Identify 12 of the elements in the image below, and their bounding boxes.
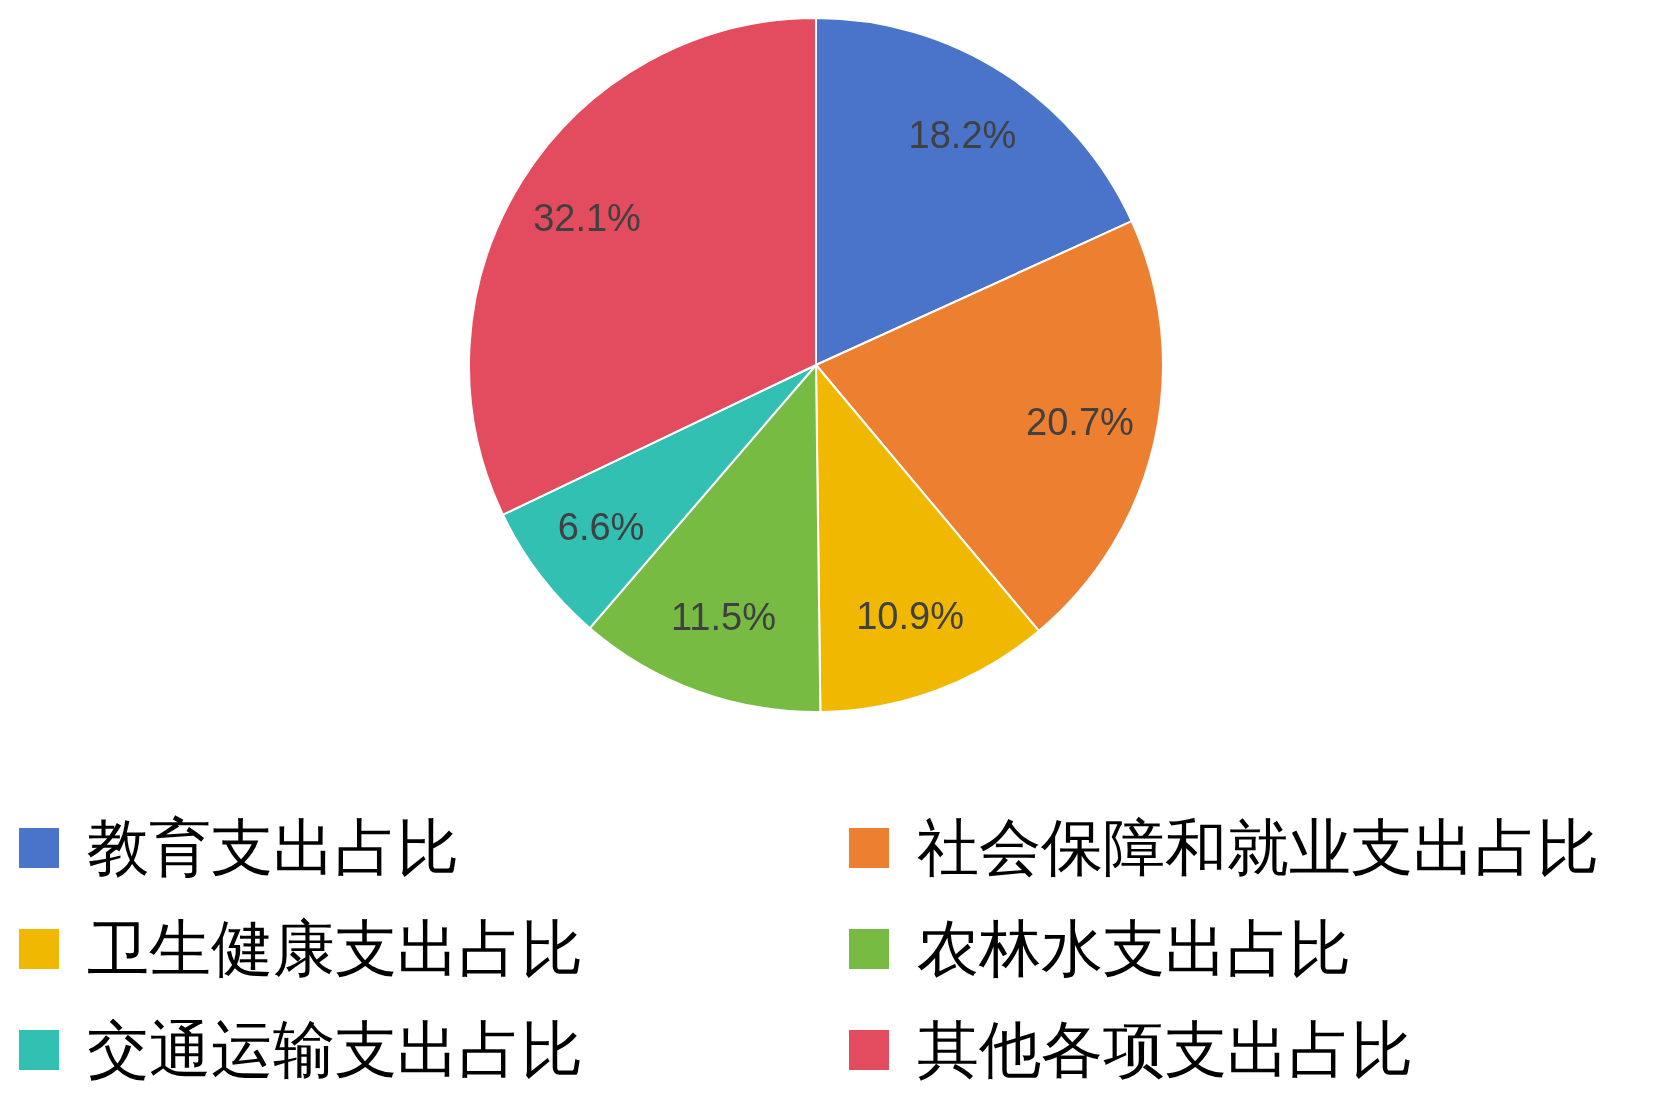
data-label: 11.5% bbox=[671, 595, 776, 638]
legend-label: 农林水支出占比 bbox=[917, 914, 1351, 985]
data-label: 6.6% bbox=[557, 506, 645, 549]
data-label: 32.1% bbox=[533, 197, 641, 240]
data-label: 18.2% bbox=[908, 113, 1017, 156]
legend-label: 教育支出占比 bbox=[87, 813, 459, 884]
legend-label: 卫生健康支出占比 bbox=[87, 914, 583, 985]
data-label: 10.9% bbox=[856, 595, 964, 638]
data-label: 20.7% bbox=[1026, 401, 1134, 444]
legend-label: 交通运输支出占比 bbox=[87, 1015, 583, 1086]
legend-label: 社会保障和就业支出占比 bbox=[917, 813, 1599, 884]
legend-label: 其他各项支出占比 bbox=[917, 1015, 1413, 1086]
